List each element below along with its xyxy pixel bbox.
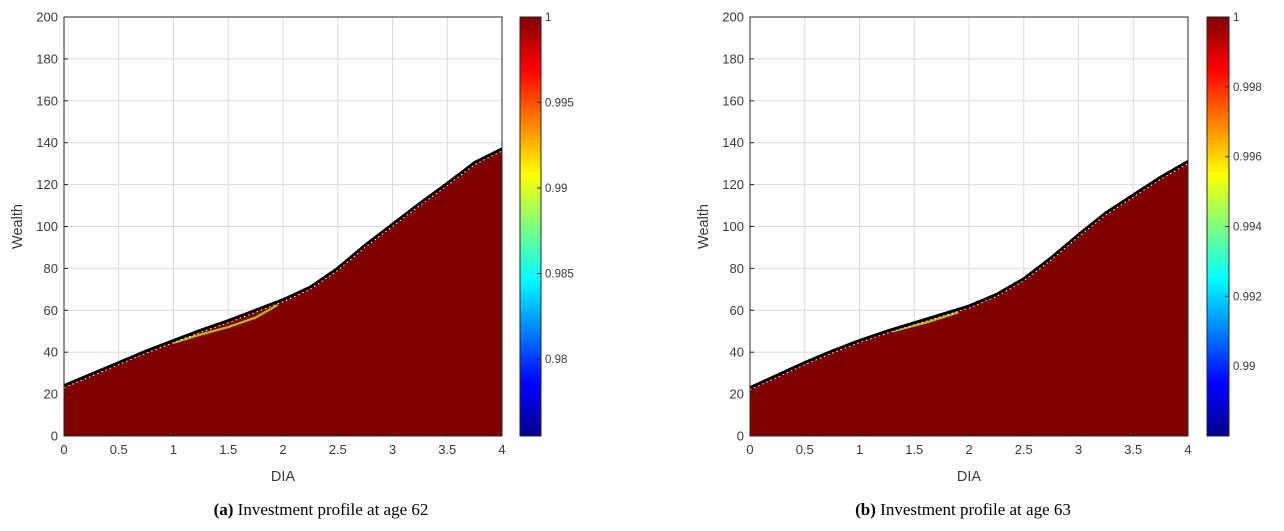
y-tick-label: 40 [730,345,744,360]
x-tick-label: 2.5 [1015,442,1033,457]
y-tick-label: 0 [51,429,58,444]
colorbar-tick-label: 0.985 [545,269,574,281]
y-tick-label: 140 [36,135,58,150]
transition-band-inner [173,304,278,344]
heatmap-chart-a: 0 0.5 1 1.5 2 2.5 3 3.5 402040608010012014016018… [10,10,574,486]
y-tick-label: 80 [730,261,744,276]
x-tick-label: 1.5 [219,442,237,457]
colorbar-tick-label: 0.99 [1233,361,1255,373]
x-tick-label: 3.5 [438,442,456,457]
caption-label: (b) [855,500,876,519]
y-tick-label: 20 [730,387,744,402]
x-tick-label: 3 [1075,442,1082,457]
y-tick-label: 80 [44,261,58,276]
x-tick-label: 4 [1184,442,1191,457]
x-axis-title: DIA [957,469,982,485]
transition-band-inner [892,311,959,332]
fill-region [64,148,502,436]
x-tick-label: 3.5 [1124,442,1142,457]
boundary-line [64,147,502,388]
y-tick-label: 180 [722,51,744,66]
colorbar-tick-label: 0.996 [1233,152,1262,164]
y-tick-label: 100 [36,219,58,234]
x-tick-label: 2 [965,442,972,457]
colorbar-tick-label: 0.992 [1233,291,1262,303]
x-tick-label: 0.5 [796,442,814,457]
x-tick-label: 2 [279,442,286,457]
caption-text: Investment profile at age 62 [237,500,429,519]
caption-a: (a) Investment profile at age 62 [0,500,642,520]
boundary-line [750,160,1188,390]
y-axis-title: Wealth [696,204,712,249]
colorbar-tick-label: 0.98 [545,354,567,366]
y-tick-label: 120 [36,177,58,192]
x-tick-label: 0 [746,442,753,457]
caption-text: Investment profile at age 63 [880,500,1071,519]
x-tick-label: 0 [60,442,67,457]
colorbar-tick-label: 0.998 [1233,82,1262,94]
y-tick-label: 120 [722,177,744,192]
colorbar-tick-label: 0.995 [545,98,574,110]
x-tick-label: 1 [170,442,177,457]
x-tick-label: 4 [498,442,505,457]
panel-b: 0 0.5 1 1.5 2 2.5 3 3.5 4 0 20 40 60 80 100 120 140 160 18… [642,0,1284,531]
x-tick-label: 1 [856,442,863,457]
y-tick-label: 60 [730,303,744,318]
colorbar-tick-label: 0.994 [1233,222,1262,234]
fill-region [750,161,1188,436]
y-tick-label: 60 [44,303,58,318]
caption-label: (a) [213,500,234,519]
y-tick-label: 160 [36,93,58,108]
y-tick-label: 20 [44,387,58,402]
y-tick-label: 40 [44,345,58,360]
y-tick-label: 0 [737,429,744,444]
colorbar-tick-label: 0.99 [545,183,567,195]
boundary-dots [750,163,1188,391]
x-tick-label: 1.5 [905,442,923,457]
y-tick-label: 200 [36,10,58,25]
x-axis-title: DIA [271,469,296,485]
x-tick-label: 2.5 [329,442,347,457]
boundary-dots [64,150,502,389]
colorbar-tick-label: 1 [545,12,551,24]
heatmap-chart-b: 0 0.5 1 1.5 2 2.5 3 3.5 402040608010012014016018… [696,10,1262,486]
y-tick-label: 160 [722,93,744,108]
y-tick-label: 200 [722,10,744,25]
colorbar-tick-label: 1 [1233,12,1239,24]
y-axis-title: Wealth [10,204,26,249]
panel-a: 0 0.5 1 1.5 2 2.5 3 3.5 4 0 20 40 60 80 100 120 140 160 18… [0,10,642,520]
y-tick-label: 180 [36,51,58,66]
x-tick-label: 0.5 [110,442,128,457]
x-tick-label: 3 [389,442,396,457]
y-tick-label: 100 [722,219,744,234]
y-tick-label: 140 [722,135,744,150]
caption-b: (b) Investment profile at age 63 [642,500,1284,520]
colorbar [519,16,542,437]
